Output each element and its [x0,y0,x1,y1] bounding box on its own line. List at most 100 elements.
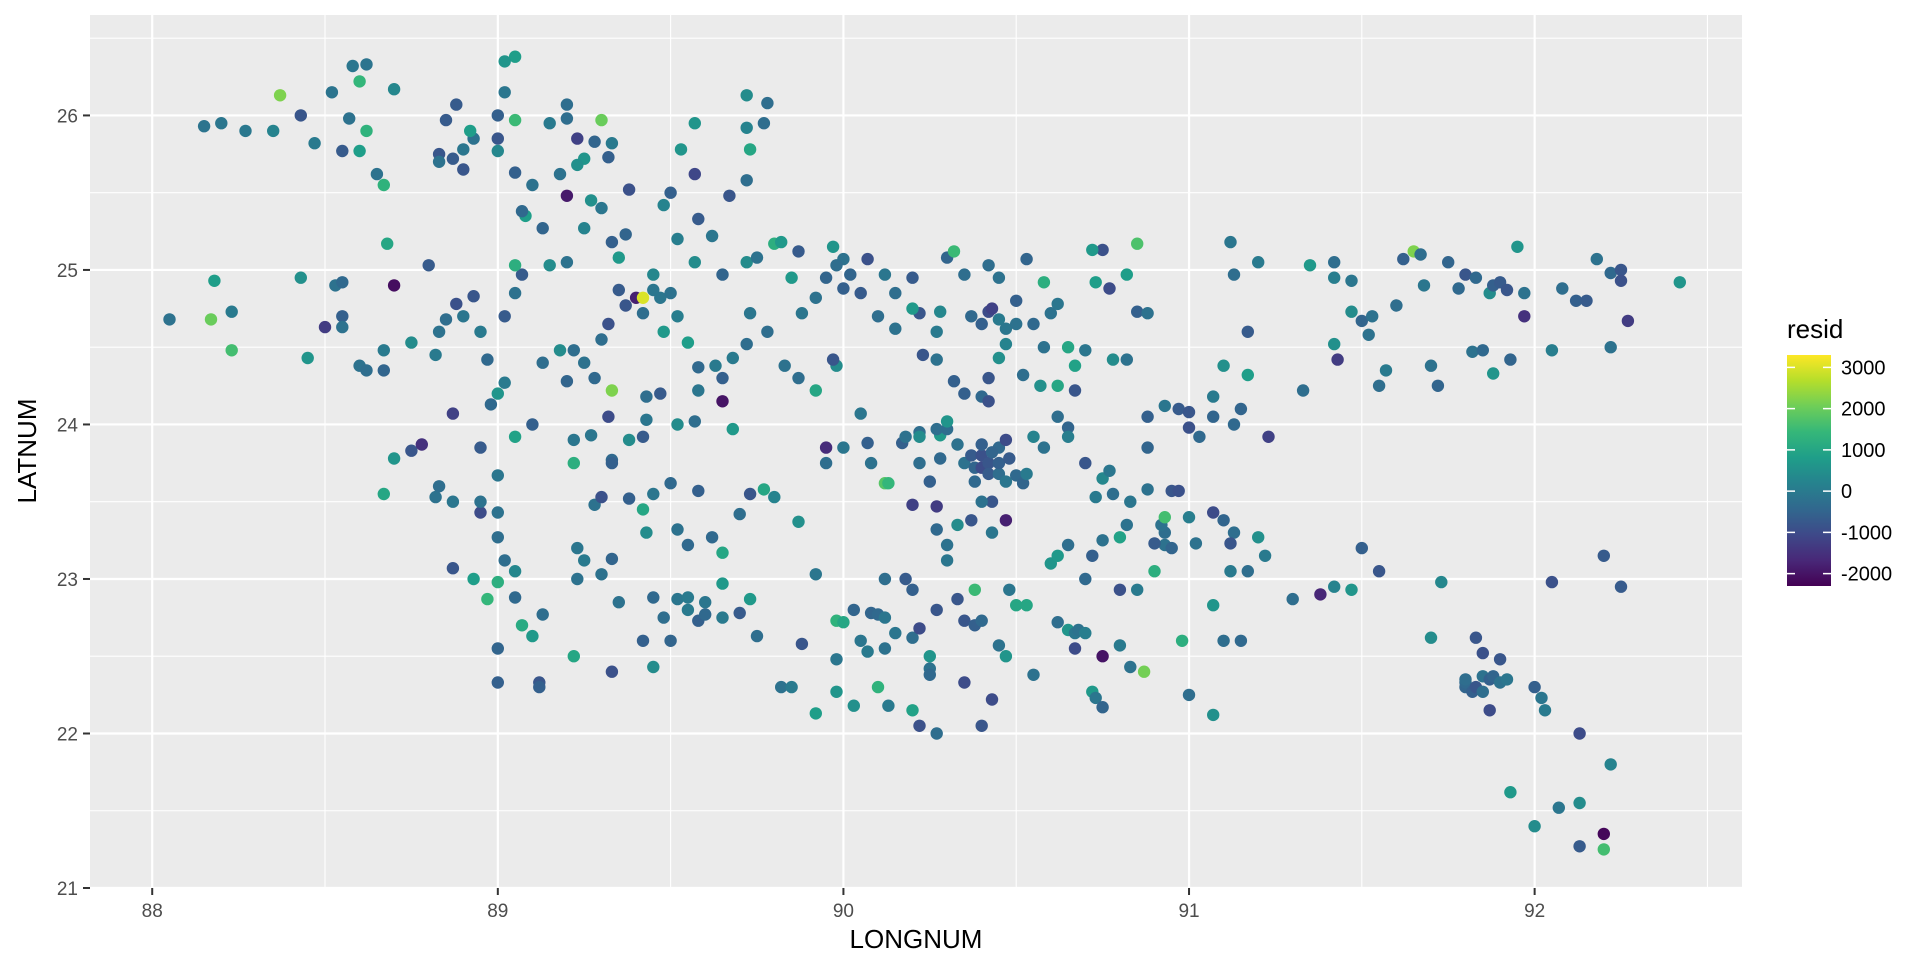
data-point [750,251,764,264]
data-point [999,514,1013,527]
data-point [882,477,895,490]
data-point [1079,572,1092,586]
data-point [1535,691,1548,705]
data-point [923,668,936,681]
data-point [560,112,574,125]
data-point [1355,314,1369,328]
data-point [930,353,943,366]
data-point [1079,456,1092,470]
data-point [906,583,919,596]
data-point [1182,405,1196,419]
data-point [1614,274,1628,287]
data-point [553,167,567,181]
data-point [1165,541,1178,555]
data-point [716,395,729,408]
data-point [1158,511,1172,524]
data-point [405,444,418,457]
data-point [491,387,504,400]
data-point [1096,650,1109,663]
data-point [1131,305,1144,318]
data-point [930,603,943,617]
data-point [464,124,477,138]
data-point [1189,537,1203,550]
data-point [474,495,487,508]
data-point [1027,668,1040,681]
data-point [968,475,981,488]
data-point [757,117,771,130]
data-point [584,429,598,442]
data-point [647,283,660,297]
data-point [1182,421,1196,434]
data-point [605,235,619,249]
data-point [1120,268,1134,281]
data-point [567,344,580,357]
data-point [1459,268,1472,281]
data-point [1573,840,1586,853]
data-point [1262,430,1275,443]
data-point [508,50,522,63]
data-point [432,155,446,168]
data-point [450,98,463,111]
data-point [830,653,843,666]
data-point [709,359,722,372]
legend-title: resid [1787,314,1843,344]
data-point [1511,240,1524,253]
data-point [457,143,470,156]
data-point [965,514,978,527]
data-point [636,430,650,443]
data-point [1452,282,1465,295]
data-point [612,251,625,264]
data-point [1614,580,1628,593]
data-point [671,418,684,431]
data-point [899,430,912,443]
data-point [387,452,401,465]
data-point [515,268,529,281]
data-point [595,568,608,581]
data-point [1037,441,1051,454]
data-point [1096,701,1109,714]
data-point [716,611,729,624]
data-point [1397,252,1410,266]
data-point [657,325,670,338]
data-point [792,245,805,258]
data-point [975,438,988,451]
data-point [985,526,999,539]
data-point [526,629,539,643]
data-point [491,506,504,519]
data-point [1379,364,1393,377]
data-point [1120,353,1134,366]
data-point [1003,583,1016,596]
data-point [415,438,428,451]
data-point [947,245,961,258]
data-point [1010,294,1023,307]
data-point [536,608,549,621]
data-point [1545,344,1559,357]
data-point [1604,341,1617,354]
colorbar-label: 2000 [1841,399,1886,421]
data-point [491,132,504,145]
data-point [930,523,943,536]
data-point [429,348,442,362]
data-point [657,198,670,212]
y-tick-label: 23 [57,570,78,591]
data-point [1435,575,1448,589]
data-point [560,375,574,388]
data-point [1469,631,1483,644]
data-point [578,356,591,369]
data-point [982,371,995,385]
data-point [947,375,961,388]
data-point [761,325,774,338]
data-point [1234,634,1248,647]
data-point [1207,506,1220,519]
data-point [1424,359,1438,372]
data-point [605,137,619,150]
data-point [871,310,885,323]
data-point [491,469,504,482]
data-point [457,163,470,176]
data-point [1528,820,1541,833]
data-point [267,124,280,138]
data-point [622,433,636,447]
data-point [498,554,511,567]
data-point [878,268,892,281]
y-tick-label: 22 [57,724,78,745]
